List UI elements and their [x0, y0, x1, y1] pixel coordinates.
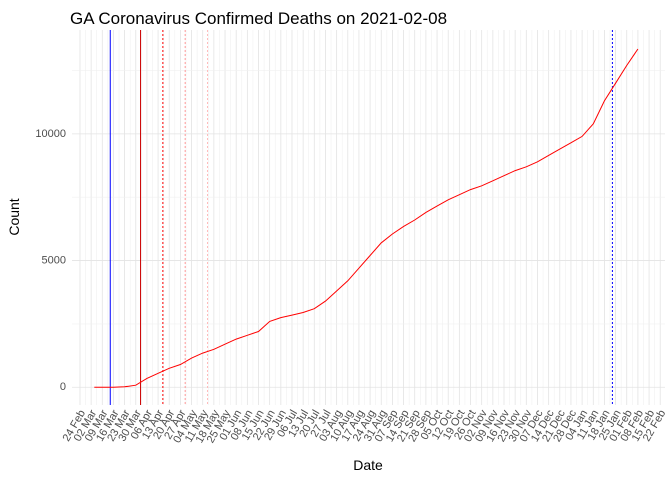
- chart-title: GA Coronavirus Confirmed Deaths on 2021-…: [70, 9, 447, 28]
- y-tick-label: 5000: [42, 254, 66, 266]
- y-tick-label: 10000: [35, 128, 66, 140]
- y-tick-label: 0: [60, 381, 66, 393]
- y-axis-title: Count: [6, 198, 22, 235]
- x-axis-title: Date: [353, 457, 383, 473]
- data-line: [94, 48, 639, 388]
